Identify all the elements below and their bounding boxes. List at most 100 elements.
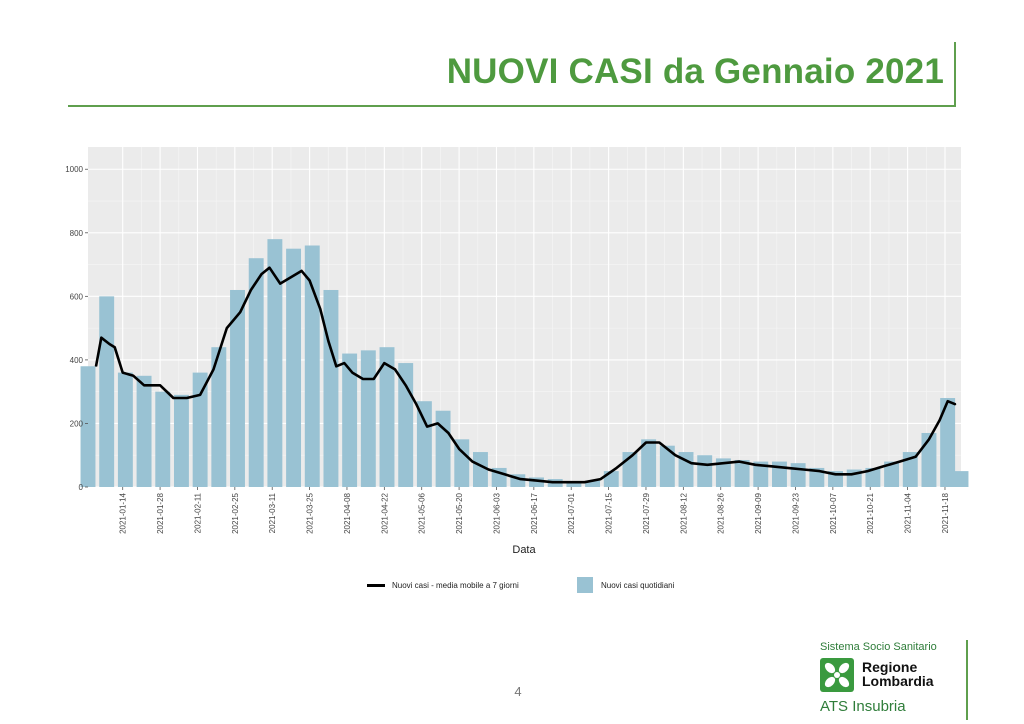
bar [80, 366, 96, 487]
line-point [394, 368, 396, 371]
page-number: 4 [514, 684, 522, 699]
bar [678, 452, 694, 487]
bar [603, 471, 619, 487]
line-point [300, 270, 303, 272]
bar [286, 248, 302, 487]
line-point [882, 465, 885, 467]
line-point [458, 448, 460, 450]
legend-line-swatch [367, 583, 385, 587]
line-point [632, 454, 634, 456]
region-name-line1: Regione [862, 659, 918, 675]
y-tick-label: 200 [70, 419, 84, 428]
region-name-line2: Lombardia [862, 673, 934, 689]
line-point [373, 378, 375, 380]
legend-label-daily-cases: Nuovi casi quotidiani [601, 580, 675, 590]
region-name: Regione Lombardia [862, 660, 934, 688]
bar [884, 461, 900, 487]
line-point [239, 311, 241, 313]
y-tick-label: 600 [70, 292, 84, 301]
bar [211, 347, 227, 487]
bar [117, 372, 133, 487]
bar [99, 296, 115, 487]
legend-item-daily-cases: Nuovi casi quotidiani [577, 576, 674, 594]
bar [435, 410, 451, 487]
line-point [690, 462, 692, 464]
line-point [114, 346, 116, 348]
bar [360, 350, 376, 487]
line-point [226, 327, 228, 329]
x-tick-label: 2021-04-22 [380, 492, 389, 533]
bar [865, 467, 881, 487]
major-gridlines [88, 147, 961, 488]
line-point [415, 403, 417, 405]
bar [173, 394, 189, 487]
line-point [818, 470, 821, 472]
line-point [616, 467, 618, 469]
line-point [132, 375, 134, 377]
bar [659, 445, 675, 487]
line-point [866, 470, 869, 472]
line-point [100, 337, 102, 339]
line-point [535, 480, 538, 482]
moving-average-line [94, 266, 957, 484]
bar [379, 347, 395, 487]
line-point [786, 467, 789, 469]
x-tick-label: 2021-02-25 [231, 492, 240, 533]
line-point [362, 378, 364, 380]
line-point [583, 481, 586, 483]
bar [304, 245, 320, 487]
line-point [250, 289, 252, 291]
line-point [770, 465, 773, 467]
line-point [802, 468, 805, 471]
line-point [308, 279, 311, 282]
x-tick-label: 2021-03-25 [306, 492, 315, 533]
x-tick-label: 2021-09-23 [791, 492, 800, 533]
line-point [674, 454, 676, 456]
x-axis-label: Data [512, 544, 536, 556]
x-tick-label: 2021-01-28 [156, 492, 165, 533]
bar [953, 471, 969, 487]
y-tick-label: 800 [70, 229, 84, 238]
x-tick-label: 2021-05-06 [418, 492, 427, 533]
line-point [95, 365, 97, 367]
x-tick-label: 2021-01-14 [119, 492, 128, 533]
line-point [658, 441, 660, 444]
line-point [834, 473, 837, 475]
line-point [108, 343, 110, 345]
x-tick-label: 2021-09-09 [754, 492, 763, 533]
line-point [437, 422, 439, 425]
line-point [551, 481, 554, 483]
bar [566, 482, 582, 487]
x-tick-label: 2021-07-15 [605, 492, 614, 533]
bar [323, 289, 339, 487]
logo-cross-icon [824, 662, 850, 688]
title-underline [68, 105, 955, 107]
bar [753, 461, 769, 487]
slide-title: NUOVI CASI da Gennaio 2021 [446, 52, 944, 91]
x-axis: 2021-01-14 2021-01-28 2021-02-11 2021-02-25… [119, 487, 950, 534]
line-point [351, 372, 353, 374]
x-tick-label: 2021-10-07 [829, 492, 838, 533]
bar [940, 398, 956, 487]
line-point [159, 384, 161, 386]
bar [921, 432, 937, 487]
legend-label-moving-average: Nuovi casi - media mobile a 7 giorni [392, 580, 519, 590]
regione-lombardia-logo-icon [820, 658, 854, 692]
bar [155, 391, 171, 487]
x-tick-label: 2021-02-11 [193, 492, 202, 533]
line-point [947, 400, 949, 402]
line-point [928, 438, 930, 440]
x-tick-label: 2021-08-12 [679, 492, 688, 533]
bar [585, 480, 601, 487]
bar [136, 375, 152, 487]
x-tick-label: 2021-10-21 [866, 492, 875, 533]
line-point [599, 478, 602, 480]
line-point [319, 308, 321, 310]
line-point [567, 481, 570, 483]
bar [342, 353, 358, 487]
bar [472, 452, 488, 487]
x-tick-label: 2021-11-04 [904, 492, 913, 533]
line-point [939, 419, 941, 421]
line-point [706, 464, 708, 466]
line-point [898, 460, 901, 463]
